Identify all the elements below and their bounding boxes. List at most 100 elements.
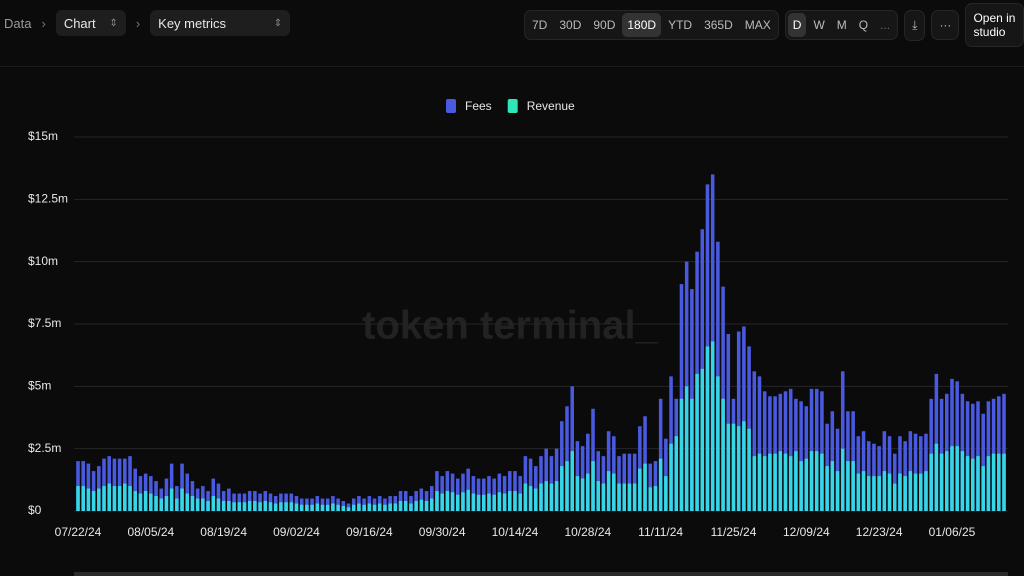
bar — [726, 423, 731, 511]
bar — [638, 468, 642, 511]
bar — [362, 504, 366, 511]
bar — [997, 453, 1001, 511]
bar — [107, 483, 111, 511]
bar — [840, 371, 845, 511]
bar — [424, 501, 429, 511]
bar — [242, 493, 247, 511]
toggle-button[interactable]: YTD — [668, 18, 693, 32]
bar — [918, 473, 923, 511]
bar — [757, 376, 762, 511]
bar — [700, 368, 705, 511]
bar — [622, 453, 627, 511]
bar — [971, 458, 975, 511]
bar — [175, 498, 179, 511]
bar — [351, 504, 356, 511]
legend-swatch — [446, 99, 456, 113]
bar — [268, 502, 273, 511]
bar — [336, 504, 340, 511]
bar — [211, 496, 216, 511]
toggle-button[interactable]: MAX — [744, 18, 771, 32]
bar — [320, 504, 325, 511]
toggle-button[interactable]: Q — [858, 18, 869, 32]
bar — [102, 486, 106, 511]
bar — [872, 476, 876, 511]
bar — [721, 398, 725, 511]
bar — [866, 476, 871, 511]
toggle-button[interactable]: M — [836, 18, 847, 32]
y-tick-label: $2.5m — [28, 441, 61, 455]
bar — [289, 493, 294, 511]
toggle-button[interactable]: W — [813, 18, 825, 32]
toggle-button[interactable]: 30D — [559, 18, 582, 32]
bar — [97, 488, 101, 511]
breadcrumb-link[interactable]: Data — [4, 15, 32, 31]
y-tick-label: $15m — [28, 129, 58, 143]
bar — [398, 501, 403, 511]
bar — [169, 488, 174, 511]
bar — [419, 499, 424, 511]
legend-label: Fees — [465, 99, 492, 113]
bar — [544, 481, 548, 511]
x-tick-label: 08/19/24 — [200, 525, 247, 539]
bar — [450, 492, 455, 511]
bar — [705, 346, 710, 511]
x-tick-label: 07/22/24 — [55, 525, 102, 539]
bar — [482, 494, 486, 511]
toggle-button[interactable]: 7D — [532, 18, 548, 32]
bar — [814, 451, 819, 511]
view-select[interactable]: Chart ⇕ — [55, 10, 126, 36]
bar — [820, 391, 824, 511]
bar — [180, 463, 184, 511]
watermark: token terminal_ — [362, 304, 658, 348]
bar — [570, 386, 574, 511]
bar — [664, 476, 668, 511]
metric-select[interactable]: Key metrics ⇕ — [150, 10, 291, 36]
studio-button[interactable]: Open in studio — [965, 3, 1024, 47]
bar — [565, 461, 569, 511]
bar — [206, 501, 210, 511]
more[interactable]: ... — [880, 18, 891, 32]
bar — [284, 493, 288, 511]
bar — [117, 486, 122, 511]
bar — [596, 481, 600, 511]
divider — [0, 66, 1024, 67]
bar — [518, 493, 522, 511]
bar — [684, 261, 689, 511]
bar — [565, 406, 569, 511]
bar — [617, 483, 621, 511]
y-tick-label: $5m — [28, 379, 51, 393]
bar — [664, 438, 668, 511]
bar — [747, 428, 751, 511]
legend-label: Revenue — [527, 99, 575, 113]
download-icon: ⤓ — [912, 17, 918, 32]
toggle-button[interactable]: 365D — [704, 18, 733, 32]
toggle-button[interactable]: 90D — [593, 18, 616, 32]
controls: 7D 30D 90D 180D YTD 365D MAX D W M Q... ⤓ ··· Ope… — [524, 3, 1024, 47]
bar — [86, 488, 91, 511]
bar — [653, 486, 658, 511]
bar — [913, 433, 918, 511]
bar — [1002, 393, 1006, 511]
bar — [627, 483, 632, 511]
scrollbar — [74, 572, 1008, 576]
bar — [736, 426, 741, 511]
menu-button[interactable]: ··· — [931, 10, 960, 40]
bar — [658, 458, 663, 511]
bar — [840, 448, 845, 511]
bar — [544, 448, 548, 511]
bar — [268, 493, 273, 511]
bar — [788, 388, 793, 511]
bar — [934, 443, 939, 511]
bar — [971, 403, 975, 511]
bar — [783, 391, 788, 511]
bar — [929, 453, 933, 511]
toggle-button[interactable]: 180D — [622, 13, 662, 37]
bar — [861, 471, 866, 511]
download-button[interactable]: ⤓ — [904, 9, 926, 41]
bar — [586, 473, 590, 511]
bar — [476, 494, 481, 511]
bar — [149, 493, 153, 511]
y-tick-label: $10m — [28, 254, 58, 268]
bar — [887, 473, 892, 511]
toggle-button[interactable]: D — [787, 13, 807, 37]
